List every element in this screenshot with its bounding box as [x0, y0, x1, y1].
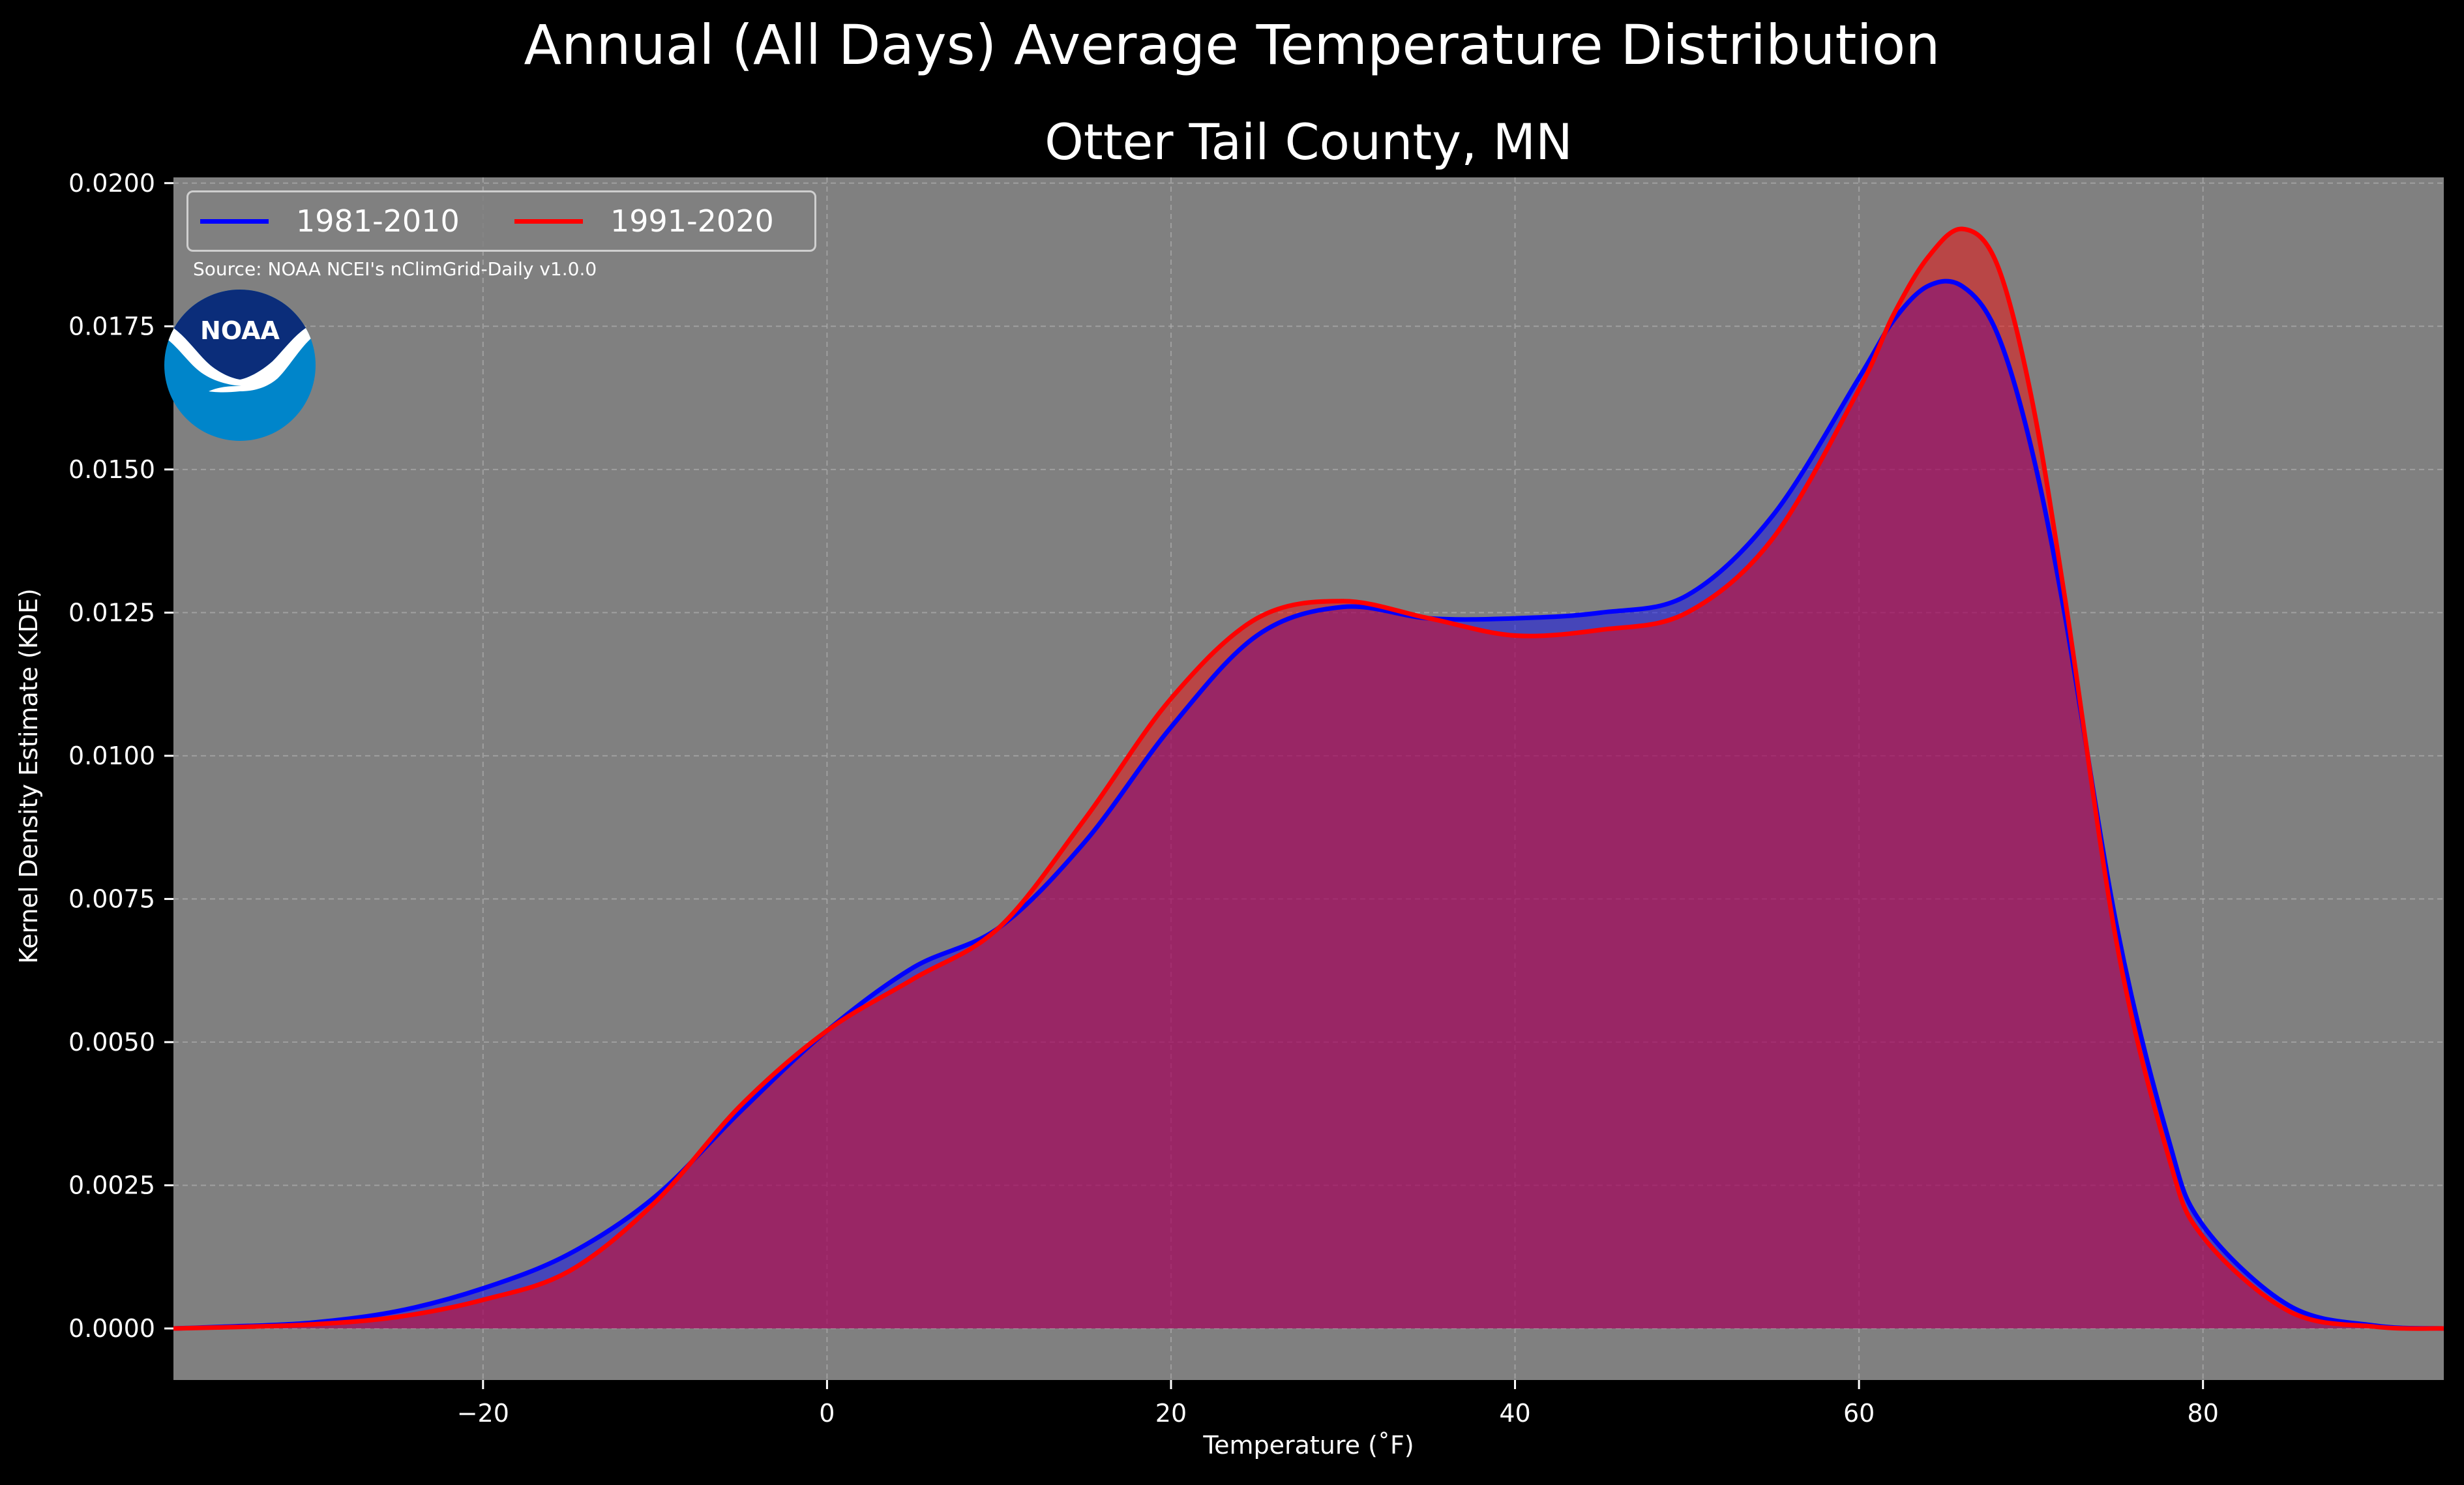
area-fill-1991-2020 — [173, 228, 2444, 1329]
y-axis-label: Kernel Density Estimate (KDE) — [14, 588, 43, 964]
area-fill-1981-2010 — [173, 281, 2444, 1328]
chart-title: Otter Tail County, MN — [1045, 113, 1573, 171]
axes: −20 0 20 40 60 80 0.0000 0.0025 0.0050 0.0075 0.01… — [68, 169, 2219, 1428]
y-tick-label: 0.0050 — [68, 1028, 155, 1057]
x-tick-label: 60 — [1843, 1399, 1875, 1428]
y-tick-label: 0.0200 — [68, 169, 155, 198]
y-tick-label: 0.0125 — [68, 598, 155, 627]
y-tick-label: 0.0100 — [68, 742, 155, 770]
x-tick-label: 80 — [2188, 1399, 2219, 1428]
legend: 1981-2010 1991-2020 — [186, 190, 816, 252]
y-tick-label: 0.0075 — [68, 884, 155, 913]
legend-label-1991-2020: 1991-2020 — [610, 203, 774, 239]
noaa-logo-text: NOAA — [200, 316, 280, 345]
line-1981-2010 — [173, 278, 2444, 1331]
source-note: Source: NOAA NCEI's nClimGrid-Daily v1.0… — [193, 258, 597, 280]
legend-item-1991-2020: 1991-2020 — [514, 192, 774, 250]
x-axis-label: Temperature (˚F) — [1203, 1431, 1414, 1460]
noaa-logo-icon: NOAA — [164, 290, 316, 441]
y-tick-label: 0.0150 — [68, 455, 155, 484]
series-layer — [173, 226, 2444, 1331]
line-1991-2020 — [173, 226, 2444, 1331]
y-tick-label: 0.0175 — [68, 312, 155, 340]
legend-swatch-1981-2010 — [200, 218, 269, 224]
plot-area — [173, 177, 2444, 1380]
x-tick-label: 40 — [1499, 1399, 1530, 1428]
x-tick-label: 0 — [819, 1399, 835, 1428]
legend-label-1981-2010: 1981-2010 — [296, 203, 460, 239]
x-tick-label: 20 — [1155, 1399, 1187, 1428]
legend-item-1981-2010: 1981-2010 — [200, 192, 460, 250]
x-tick-label: −20 — [457, 1399, 509, 1428]
y-tick-label: 0.0025 — [68, 1171, 155, 1199]
legend-swatch-1991-2020 — [514, 218, 583, 224]
y-tick-label: 0.0000 — [68, 1314, 155, 1343]
figure-suptitle: Annual (All Days) Average Temperature Di… — [524, 13, 1940, 77]
